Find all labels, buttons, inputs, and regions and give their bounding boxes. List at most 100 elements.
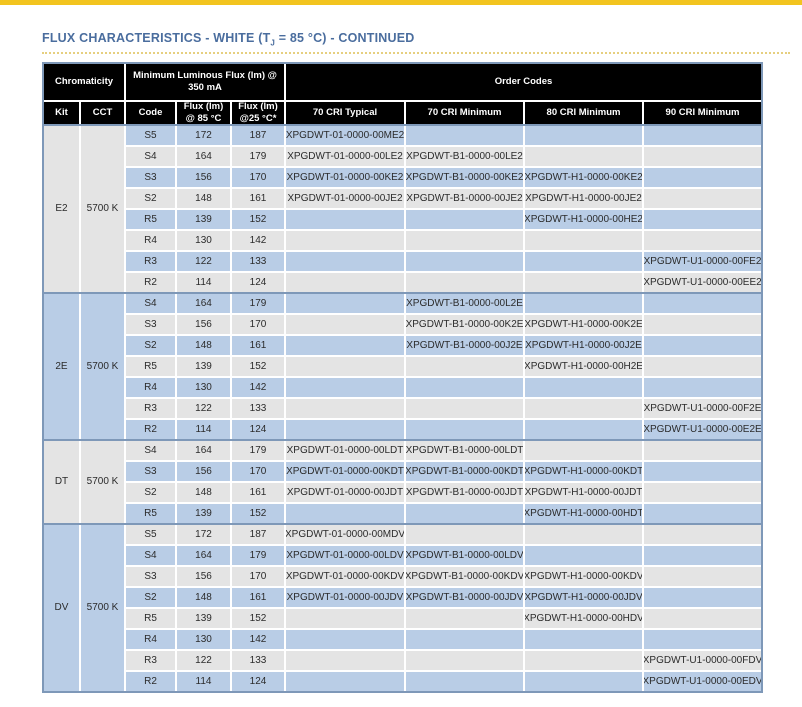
order-code-70cri-typical-cell [286, 209, 404, 229]
order-code-70cri-minimum-cell [406, 503, 523, 523]
code-cell: S3 [126, 461, 175, 481]
order-code-70cri-minimum-cell [406, 272, 523, 292]
header-chromaticity: Chromaticity [44, 63, 124, 100]
flux-85c-cell: 156 [177, 461, 230, 481]
order-code-90cri-minimum-cell: XPGDWT-U1-0000-00F2E [644, 398, 761, 418]
order-code-70cri-minimum-cell: XPGDWT-B1-0000-00JDV [406, 587, 523, 607]
flux-characteristics-table: Chromaticity Minimum Luminous Flux (lm) … [42, 61, 763, 693]
code-cell: S4 [126, 293, 175, 313]
kit-cell: 2E [44, 293, 79, 439]
order-code-90cri-minimum-cell [644, 377, 761, 397]
page-content: FLUX CHARACTERISTICS - WHITE (TJ = 85 °C… [0, 31, 802, 693]
kit-group-dv: DV 5700 K S5 172 187 XPGDWT-01-0000-00MDV S4 16… [44, 522, 761, 691]
order-code-70cri-typical-cell [286, 398, 404, 418]
cct-cell: 5700 K [81, 125, 124, 292]
column-header-flux-lm-85-c: Flux (lm) @ 85 °C [177, 101, 230, 124]
flux-85c-cell: 164 [177, 545, 230, 565]
code-cell: S2 [126, 587, 175, 607]
table-header: Chromaticity Minimum Luminous Flux (lm) … [44, 63, 761, 124]
order-code-90cri-minimum-cell [644, 461, 761, 481]
order-code-80cri-minimum-cell [525, 398, 642, 418]
order-code-80cri-minimum-cell [525, 146, 642, 166]
header-min-flux: Minimum Luminous Flux (lm) @ 350 mA [126, 63, 284, 100]
order-code-80cri-minimum-cell: XPGDWT-H1-0000-00KDV [525, 566, 642, 586]
code-cell: S2 [126, 188, 175, 208]
flux-85c-cell: 156 [177, 314, 230, 334]
flux-25c-cell: 161 [232, 335, 284, 355]
order-code-70cri-minimum-cell: XPGDWT-B1-0000-00KDT [406, 461, 523, 481]
order-code-70cri-minimum-cell [406, 650, 523, 670]
flux-85c-cell: 130 [177, 230, 230, 250]
flux-25c-cell: 170 [232, 314, 284, 334]
column-header-kit: Kit [44, 101, 79, 124]
column-header-70-cri-typical: 70 CRI Typical [286, 101, 404, 124]
title-divider [42, 51, 790, 54]
order-code-90cri-minimum-cell: XPGDWT-U1-0000-00E2E [644, 419, 761, 439]
flux-85c-cell: 139 [177, 209, 230, 229]
order-code-70cri-typical-cell [286, 314, 404, 334]
flux-85c-cell: 172 [177, 524, 230, 544]
order-code-70cri-typical-cell [286, 230, 404, 250]
flux-85c-cell: 148 [177, 335, 230, 355]
order-code-80cri-minimum-cell [525, 419, 642, 439]
order-code-70cri-minimum-cell [406, 398, 523, 418]
code-cell: S4 [126, 545, 175, 565]
order-code-80cri-minimum-cell: XPGDWT-H1-0000-00KDT [525, 461, 642, 481]
order-code-80cri-minimum-cell [525, 629, 642, 649]
column-header-cct: CCT [81, 101, 124, 124]
order-code-90cri-minimum-cell [644, 314, 761, 334]
order-code-80cri-minimum-cell [525, 125, 642, 145]
flux-85c-cell: 148 [177, 587, 230, 607]
order-code-70cri-minimum-cell [406, 209, 523, 229]
flux-25c-cell: 133 [232, 650, 284, 670]
order-code-70cri-typical-cell [286, 335, 404, 355]
order-code-70cri-minimum-cell: XPGDWT-B1-0000-00KDV [406, 566, 523, 586]
flux-85c-cell: 122 [177, 251, 230, 271]
order-code-80cri-minimum-cell [525, 671, 642, 691]
order-code-70cri-typical-cell [286, 272, 404, 292]
flux-85c-cell: 139 [177, 608, 230, 628]
order-code-80cri-minimum-cell: XPGDWT-H1-0000-00JE2 [525, 188, 642, 208]
flux-25c-cell: 161 [232, 587, 284, 607]
order-code-70cri-minimum-cell [406, 125, 523, 145]
flux-25c-cell: 152 [232, 356, 284, 376]
flux-25c-cell: 152 [232, 503, 284, 523]
code-cell: S4 [126, 440, 175, 460]
order-code-70cri-typical-cell: XPGDWT-01-0000-00LDT [286, 440, 404, 460]
order-code-90cri-minimum-cell [644, 335, 761, 355]
order-code-90cri-minimum-cell: XPGDWT-U1-0000-00FE2 [644, 251, 761, 271]
order-code-70cri-typical-cell: XPGDWT-01-0000-00KDV [286, 566, 404, 586]
kit-group-e2: E2 5700 K S5 172 187 XPGDWT-01-0000-00ME2 S4 16… [44, 123, 761, 292]
code-cell: R4 [126, 230, 175, 250]
order-code-80cri-minimum-cell [525, 650, 642, 670]
order-code-80cri-minimum-cell: XPGDWT-H1-0000-00H2E [525, 356, 642, 376]
order-code-90cri-minimum-cell [644, 566, 761, 586]
order-code-90cri-minimum-cell: XPGDWT-U1-0000-00EE2 [644, 272, 761, 292]
cct-cell: 5700 K [81, 524, 124, 691]
order-code-70cri-minimum-cell: XPGDWT-B1-0000-00LDV [406, 545, 523, 565]
kit-group-2e: 2E 5700 K S4 164 179 XPGDWT-B1-0000-00L2E S3 15… [44, 291, 761, 439]
flux-85c-cell: 114 [177, 671, 230, 691]
order-code-80cri-minimum-cell: XPGDWT-H1-0000-00HE2 [525, 209, 642, 229]
order-code-70cri-typical-cell [286, 503, 404, 523]
code-cell: S4 [126, 146, 175, 166]
order-code-80cri-minimum-cell: XPGDWT-H1-0000-00HDV [525, 608, 642, 628]
flux-85c-cell: 114 [177, 419, 230, 439]
flux-25c-cell: 142 [232, 629, 284, 649]
top-accent-bar [0, 0, 802, 5]
cct-cell: 5700 K [81, 293, 124, 439]
code-cell: S2 [126, 335, 175, 355]
title-prefix: FLUX CHARACTERISTICS - WHITE (T [42, 31, 271, 45]
order-code-70cri-typical-cell: XPGDWT-01-0000-00MDV [286, 524, 404, 544]
order-code-80cri-minimum-cell: XPGDWT-H1-0000-00JDV [525, 587, 642, 607]
code-cell: R3 [126, 398, 175, 418]
kit-cell: E2 [44, 125, 79, 292]
order-code-70cri-typical-cell: XPGDWT-01-0000-00LE2 [286, 146, 404, 166]
order-code-80cri-minimum-cell: XPGDWT-H1-0000-00HDT [525, 503, 642, 523]
page-title: FLUX CHARACTERISTICS - WHITE (TJ = 85 °C… [42, 31, 802, 48]
order-code-70cri-typical-cell: XPGDWT-01-0000-00KE2 [286, 167, 404, 187]
order-code-80cri-minimum-cell [525, 293, 642, 313]
order-code-90cri-minimum-cell [644, 188, 761, 208]
table-body: E2 5700 K S5 172 187 XPGDWT-01-0000-00ME2 S4 16… [44, 123, 761, 691]
flux-25c-cell: 124 [232, 419, 284, 439]
